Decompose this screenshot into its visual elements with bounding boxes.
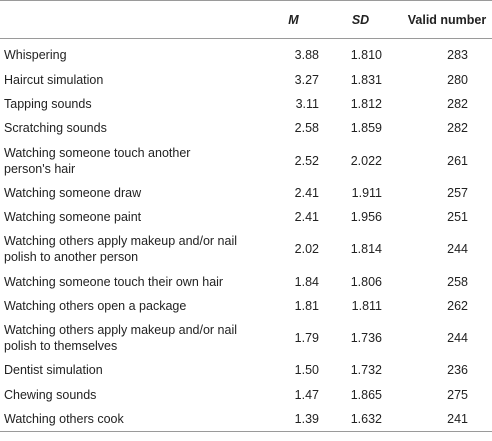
- row-valid-number: 244: [447, 242, 468, 257]
- row-sd: 1.865: [350, 387, 382, 402]
- row-valid-number: 283: [447, 48, 468, 63]
- header-valid-number: Valid number: [407, 12, 487, 27]
- row-sd: 1.732: [350, 363, 382, 378]
- row-label-line-1: Watching someone touch another: [4, 145, 191, 160]
- table-row: Watching others apply makeup and/or nail…: [0, 318, 492, 358]
- row-mean: 1.84: [294, 274, 319, 289]
- row-label: Watching someone touch their own hair: [4, 274, 224, 289]
- table-row: Dentist simulation 1.50 1.732 236: [0, 358, 492, 382]
- row-label: Dentist simulation: [4, 363, 103, 378]
- header-sd: SD: [351, 12, 370, 27]
- table-row: Scratching sounds 2.58 1.859 282: [0, 116, 492, 140]
- row-mean: 1.47: [294, 387, 319, 402]
- row-valid-number: 241: [394, 406, 492, 433]
- header-label: [0, 1, 260, 39]
- table-row: Watching someone touch their own hair 1.…: [0, 269, 492, 293]
- row-mean: 1.39: [260, 406, 327, 433]
- row-mean: 2.52: [294, 153, 319, 168]
- row-label: Tapping sounds: [4, 96, 92, 111]
- row-valid-number: 251: [447, 210, 468, 225]
- row-sd: 1.812: [350, 96, 382, 111]
- row-label: Scratching sounds: [4, 121, 107, 136]
- row-sd: 1.806: [350, 274, 382, 289]
- row-mean: 3.88: [294, 48, 319, 63]
- row-valid-number: 280: [447, 72, 468, 87]
- row-mean: 1.79: [294, 331, 319, 346]
- row-mean: 2.41: [294, 185, 319, 200]
- row-sd: 1.736: [350, 331, 382, 346]
- row-valid-number: 262: [447, 298, 468, 313]
- row-sd: 2.022: [350, 153, 382, 168]
- row-valid-number: 236: [447, 363, 468, 378]
- row-valid-number: 282: [447, 121, 468, 136]
- table-row: Chewing sounds 1.47 1.865 275: [0, 383, 492, 407]
- row-label: Haircut simulation: [4, 72, 104, 87]
- row-sd: 1.911: [351, 185, 382, 200]
- table-row: Haircut simulation 3.27 1.831 280: [0, 67, 492, 91]
- row-label-line-2: polish to themselves: [4, 339, 118, 354]
- table-row: Watching someone touch another person's …: [0, 141, 492, 181]
- table-row: Watching someone paint 2.41 1.956 251: [0, 205, 492, 229]
- table-row: Watching others cook 1.39 1.632 241: [0, 406, 492, 433]
- row-mean: 2.58: [294, 121, 319, 136]
- row-label: Watching others cook: [0, 406, 260, 433]
- row-sd: 1.814: [350, 242, 382, 257]
- table-row: Tapping sounds 3.11 1.812 282: [0, 92, 492, 116]
- row-label-line-2: polish to another person: [4, 250, 139, 265]
- row-valid-number: 282: [447, 96, 468, 111]
- row-sd: 1.831: [350, 72, 382, 87]
- row-label: Watching others open a package: [4, 298, 187, 313]
- row-mean: 3.11: [295, 96, 319, 111]
- row-mean: 1.81: [294, 298, 319, 313]
- row-label: Whispering: [4, 48, 67, 63]
- row-label: Watching someone draw: [4, 185, 142, 200]
- table-row: Whispering 3.88 1.810 283: [0, 39, 492, 68]
- row-valid-number: 258: [447, 274, 468, 289]
- table-row: Watching others open a package 1.81 1.81…: [0, 294, 492, 318]
- row-sd: 1.632: [327, 406, 394, 433]
- row-label-line-1: Watching others apply makeup and/or nail: [4, 234, 238, 249]
- header-mean: M: [288, 12, 299, 27]
- row-valid-number: 275: [447, 387, 468, 402]
- row-sd: 1.859: [350, 121, 382, 136]
- row-mean: 2.02: [294, 242, 319, 257]
- row-mean: 3.27: [294, 72, 319, 87]
- row-label: Watching others apply makeup and/or nail…: [0, 229, 260, 269]
- row-sd: 1.956: [350, 210, 382, 225]
- row-valid-number: 244: [447, 331, 468, 346]
- row-sd: 1.810: [350, 48, 382, 63]
- row-label-line-1: Watching others apply makeup and/or nail: [4, 323, 238, 338]
- row-mean: 2.41: [294, 210, 319, 225]
- row-mean: 1.50: [294, 363, 319, 378]
- table-row: Watching others apply makeup and/or nail…: [0, 229, 492, 269]
- row-label: Watching others apply makeup and/or nail…: [0, 318, 260, 358]
- table-header-row: M SD Valid number: [0, 0, 492, 39]
- table-row: Watching someone draw 2.41 1.911 257: [0, 181, 492, 205]
- row-label: Chewing sounds: [4, 387, 97, 402]
- row-label: Watching someone paint: [4, 210, 142, 225]
- row-sd: 1.811: [351, 298, 382, 313]
- row-label-line-2: person's hair: [4, 161, 76, 176]
- row-label: Watching someone touch another person's …: [0, 141, 260, 181]
- row-valid-number: 261: [447, 153, 468, 168]
- row-valid-number: 257: [447, 185, 468, 200]
